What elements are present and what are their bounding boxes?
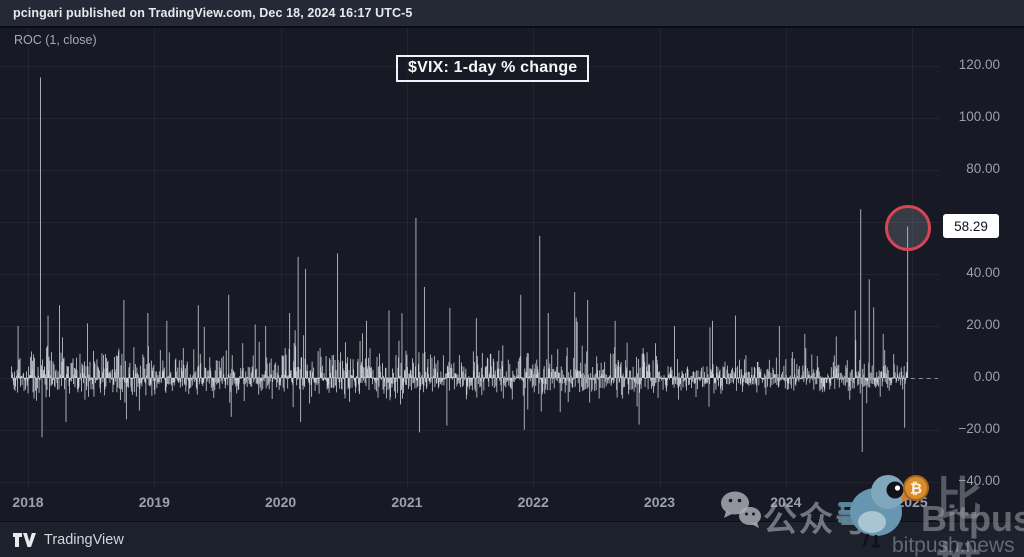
- time-axis[interactable]: 2018 2019 2020 2021 2022 2023 2024 2025: [0, 487, 1024, 521]
- x-axis-label: 2024: [770, 494, 802, 510]
- footer-bar: TradingView: [0, 521, 1024, 557]
- tradingview-logo-icon[interactable]: [13, 532, 37, 548]
- y-axis-label: 120.00: [958, 57, 1000, 72]
- y-axis-label: −20.00: [958, 421, 1000, 436]
- chart-title-box: $VIX: 1-day % change: [396, 55, 590, 82]
- x-axis-label: 2023: [643, 494, 676, 510]
- highlight-circle: [884, 205, 931, 252]
- publish-info-text: pcingari published on TradingView.com, D…: [13, 6, 413, 20]
- y-axis-label: 100.00: [958, 109, 1000, 124]
- tradingview-brand-text[interactable]: TradingView: [44, 532, 124, 548]
- y-axis-label: 20.00: [966, 317, 1000, 332]
- indicator-label[interactable]: ROC (1, close): [14, 33, 97, 47]
- y-axis-label: 40.00: [966, 265, 1000, 280]
- y-axis-label: 0.00: [973, 369, 1000, 384]
- x-axis-label: 2018: [12, 494, 44, 510]
- x-axis-label: 2021: [391, 494, 423, 510]
- x-axis-label: 2020: [265, 494, 297, 510]
- x-axis-label: 2019: [138, 494, 170, 510]
- y-axis-label: −40.00: [958, 473, 1000, 488]
- x-axis-label: 2022: [517, 494, 549, 510]
- x-axis-label: 2025: [896, 494, 928, 510]
- last-value-badge: 58.29: [943, 214, 999, 239]
- y-axis-label: 80.00: [966, 161, 1000, 176]
- price-axis[interactable]: 120.00 100.00 80.00 40.00 20.00 0.00 −20.00 −40…: [940, 0, 1024, 488]
- publish-info-bar: pcingari published on TradingView.com, D…: [0, 0, 1024, 28]
